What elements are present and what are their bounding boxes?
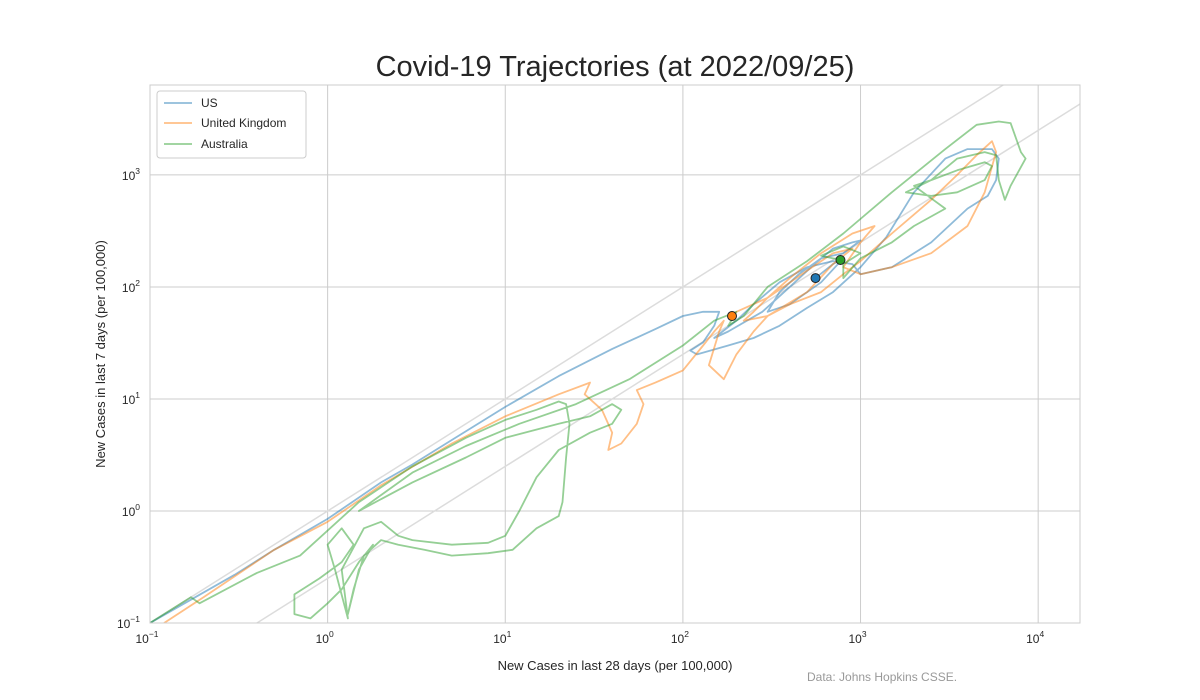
y-tick-label: 100: [122, 502, 140, 519]
chart-title: Covid-19 Trajectories (at 2022/09/25): [376, 51, 855, 83]
x-tick-label: 10−1: [135, 629, 158, 646]
series-line-australia: [150, 120, 1027, 623]
series-line-us: [150, 148, 1000, 623]
y-tick-label: 10−1: [117, 614, 140, 631]
plot-frame: [149, 84, 1081, 624]
last-point-australia: [835, 254, 846, 265]
reference-line: [149, 84, 1004, 624]
x-tick-label: 101: [493, 629, 511, 646]
last-point-us: [810, 273, 821, 284]
x-tick-label: 104: [1026, 629, 1044, 646]
legend: US United Kingdom Australia: [156, 90, 307, 159]
y-tick-label: 101: [122, 390, 140, 407]
legend-label-australia: Australia: [201, 137, 248, 151]
last-point-united-kingdom: [727, 311, 738, 322]
x-axis-label: New Cases in last 28 days (per 100,000): [498, 658, 733, 673]
y-tick-label: 103: [122, 166, 140, 183]
reference-line: [256, 103, 1081, 624]
y-tick-label: 102: [122, 278, 140, 295]
reference-lines: [149, 84, 1081, 624]
x-tick-label: 103: [848, 629, 866, 646]
series-lines: [150, 120, 1027, 623]
source-note: Data: Johns Hopkins CSSE.: [807, 670, 957, 684]
x-tick-label: 100: [316, 629, 334, 646]
y-axis-label: New Cases in last 7 days (per 100,000): [93, 240, 108, 468]
series-line-united-kingdom: [163, 140, 997, 623]
legend-label-united-kingdom: United Kingdom: [201, 116, 286, 130]
legend-box: [156, 90, 307, 159]
legend-label-us: US: [201, 96, 218, 110]
x-tick-label: 102: [671, 629, 689, 646]
